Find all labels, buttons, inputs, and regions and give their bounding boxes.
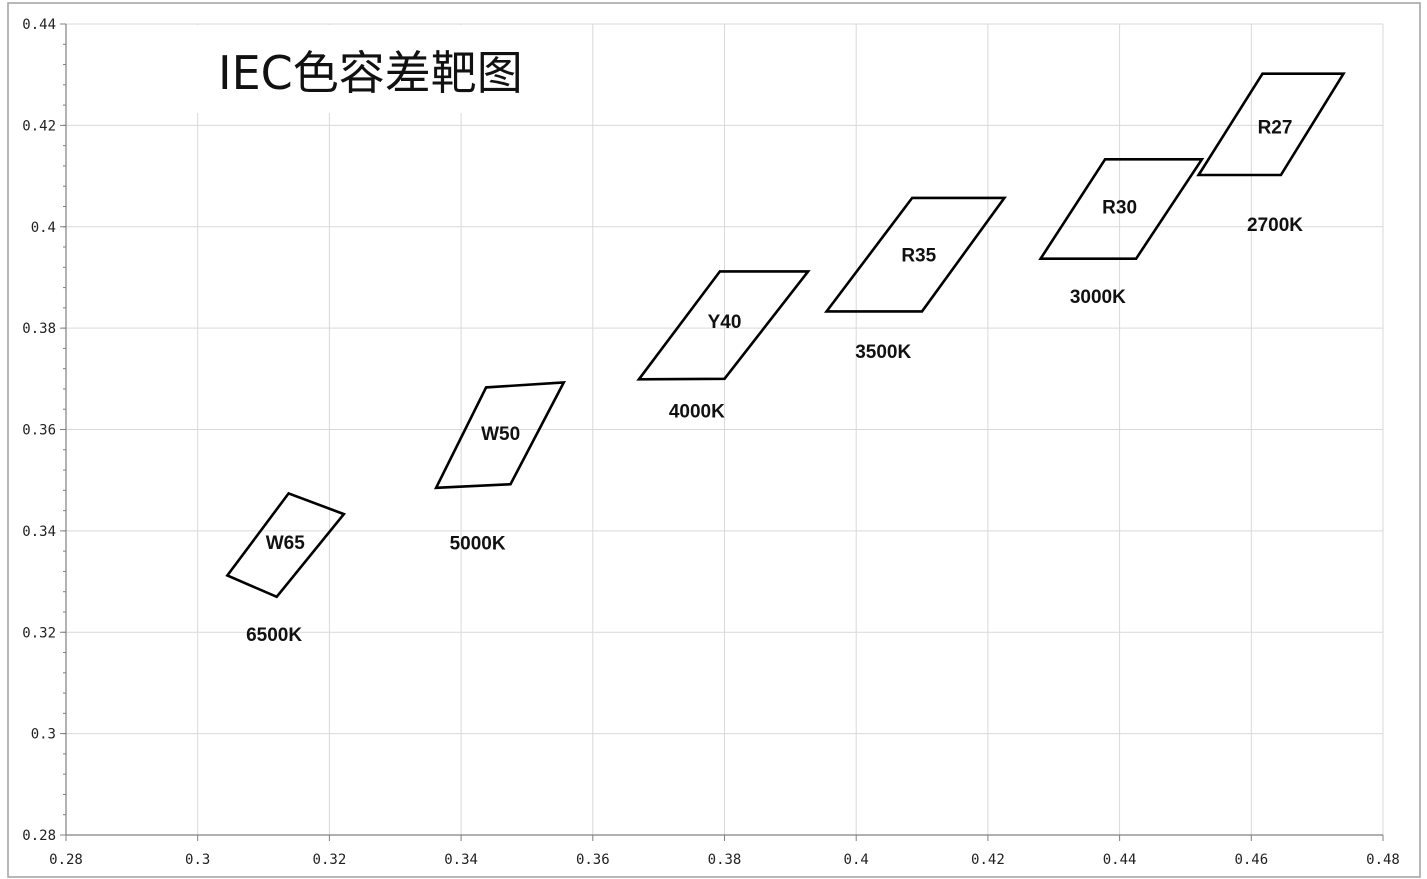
region-r27-outline: [1196, 72, 1346, 177]
region-w65-cct-label: 6500K: [246, 625, 302, 646]
axis-layer: 0.28 0.3 0.32 0.34 0.36 0.38 0.4 0.42 0.44 0.46 0.…: [7, 2, 1421, 878]
region-r30-label: R30: [1102, 197, 1137, 218]
x-tick-label: 0.32: [313, 852, 347, 868]
region-y40-cct-label: 4000K: [669, 402, 725, 423]
region-y40-label: Y40: [708, 312, 742, 333]
chart-title: IEC色容差靶图: [218, 46, 523, 100]
region-w65-outline: [225, 491, 347, 599]
grid-layer: [66, 23, 1384, 835]
x-tick-label: 0.46: [1234, 852, 1268, 868]
y-tick-label: 0.36: [22, 423, 56, 439]
y-tick-label: 0.34: [22, 524, 56, 540]
region-r27-cct-label: 2700K: [1247, 215, 1303, 236]
label-layer: W65 6500K W50 5000K Y40 4000K R35 3500K R30 3000K…: [246, 117, 1303, 645]
y-tick-label: 0.4: [31, 220, 56, 236]
region-y40-outline: [636, 270, 811, 381]
y-tick-label: 0.3: [31, 727, 56, 743]
region-w50-label: W50: [481, 424, 520, 445]
title-background: [190, 25, 590, 113]
region-r30-cct-label: 3000K: [1070, 287, 1126, 308]
region-layer: [225, 72, 1346, 599]
region-r27-label: R27: [1258, 117, 1293, 138]
region-r35-label: R35: [901, 246, 936, 267]
x-tick-label: 0.42: [971, 852, 1005, 868]
region-r30-outline: [1038, 158, 1205, 261]
region-w50-cct-label: 5000K: [450, 534, 506, 555]
region-r35-cct-label: 3500K: [855, 342, 911, 363]
x-tick-label: 0.38: [708, 852, 742, 868]
y-tick-label: 0.28: [22, 828, 56, 844]
x-tick-label: 0.44: [1103, 852, 1137, 868]
y-tick-label: 0.32: [22, 625, 56, 641]
region-r35-outline: [823, 196, 1007, 313]
region-w50-outline: [433, 380, 567, 490]
chart-frame: [7, 2, 1421, 878]
y-tick-label: 0.44: [22, 17, 56, 33]
x-tick-label: 0.28: [49, 852, 83, 868]
y-tick-label: 0.42: [22, 118, 56, 134]
y-tick-label: 0.38: [22, 321, 56, 337]
x-tick-label: 0.34: [444, 852, 478, 868]
x-tick-label: 0.3: [185, 852, 210, 868]
x-tick-label: 0.36: [576, 852, 610, 868]
x-tick-label: 0.4: [844, 852, 869, 868]
x-tick-label: 0.48: [1366, 852, 1400, 868]
region-w65-label: W65: [266, 533, 306, 554]
